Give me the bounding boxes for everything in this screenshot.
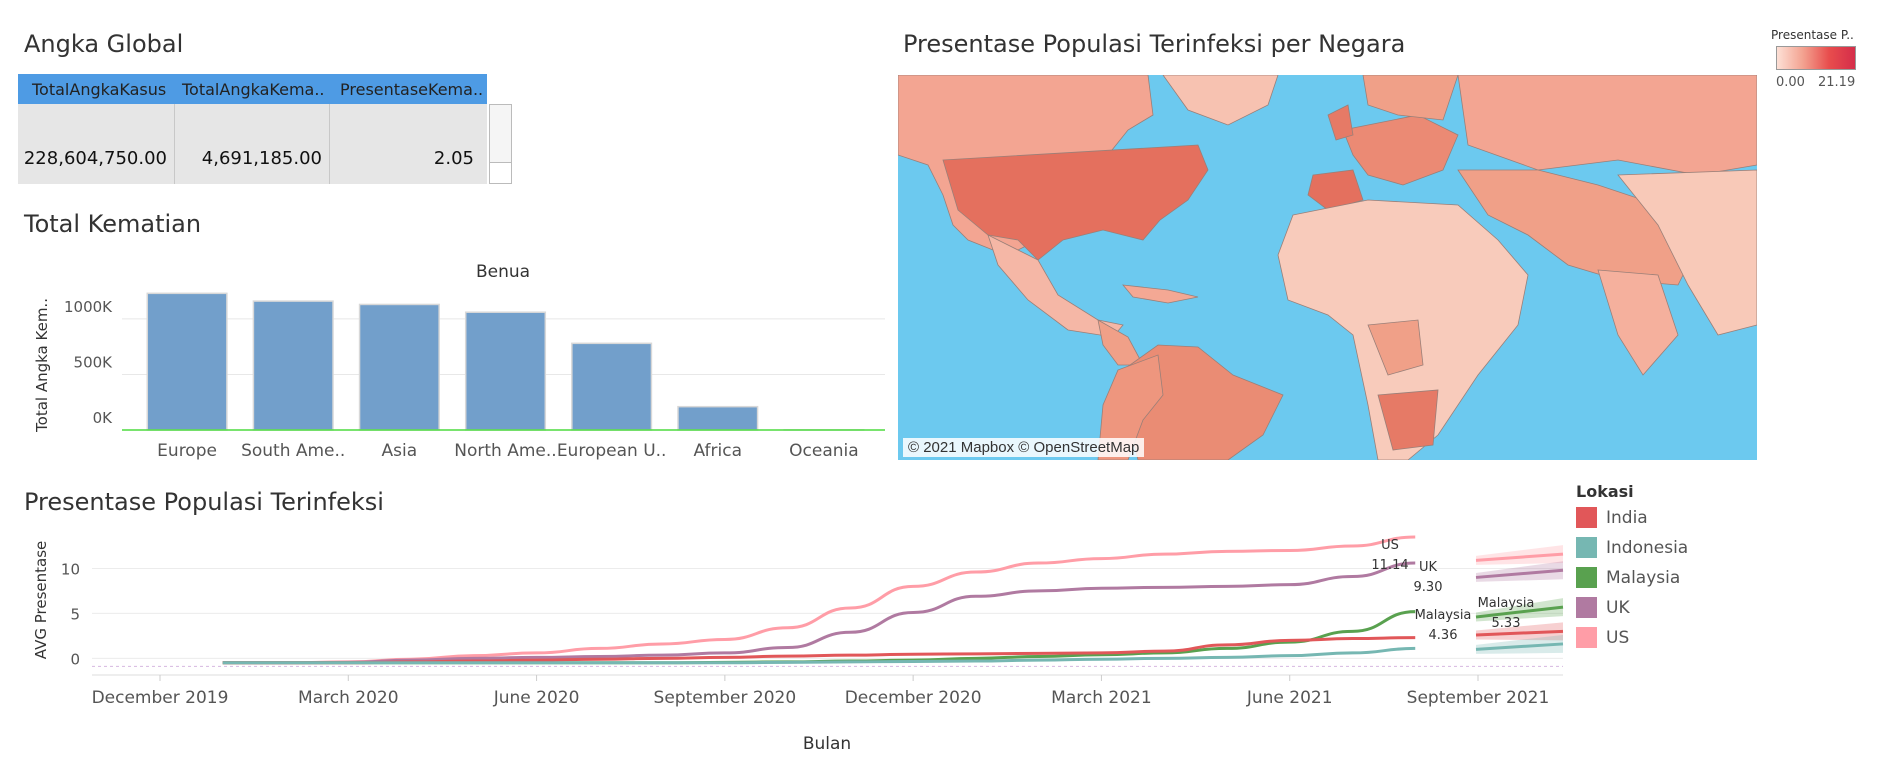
bar-chart: Benua Total Angka Kem.. 0K 500K 1000K Euro… [33,262,885,461]
annotation-value-malaysia: 5.33 [1492,616,1521,631]
series-line-uk[interactable] [222,561,1416,665]
line-x-tick-label: June 2021 [1246,688,1333,708]
map-region-southern-africa[interactable] [1377,389,1439,451]
map-region-central-europe[interactable] [1342,114,1459,186]
line-x-tick-label: September 2020 [654,688,797,708]
legend-swatch-indonesia [1576,537,1597,558]
kpi-value-death-percent: 2.05 [433,148,474,169]
bar-x-tick-label: European U.. [557,441,667,461]
kpi-scrollbar-thumb[interactable] [490,162,511,183]
forecast-line-us[interactable] [1475,552,1564,562]
legend-label-malaysia: Malaysia [1606,568,1681,588]
map-region-uk[interactable] [1327,104,1354,141]
kpi-value-total-cases: 228,604,750.00 [23,148,167,169]
line-chart-title: Presentase Populasi Terinfeksi [24,488,384,516]
bar-north-ame[interactable] [464,311,547,431]
map-region-greenland[interactable] [1162,75,1279,126]
series-line-indonesia[interactable] [222,646,1416,665]
bar-x-tick-label: Asia [382,441,418,461]
kpi-scrollbar[interactable] [489,104,512,184]
kpi-header-death-percent[interactable]: PresentaseKema.. [340,80,484,99]
bar-africa[interactable] [677,405,759,431]
location-legend-title: Lokasi [1576,482,1634,501]
bar-x-tick-label: Africa [694,441,743,461]
forecast-band-india [1476,622,1563,641]
kpi-cell-death-percent: 2.05 [330,104,486,184]
bar-y-tick-label: 500K [74,353,114,371]
kpi-table-header: TotalAngkaKasus TotalAngkaKema.. Present… [18,74,487,104]
map-legend-min: 0.00 [1776,75,1805,90]
bar-europe[interactable] [146,292,228,431]
map-region-asia[interactable] [1617,169,1757,336]
kpi-value-total-deaths: 4,691,185.00 [201,148,322,169]
bar-south-ame[interactable] [252,300,334,431]
bar-european-u[interactable] [571,342,653,431]
line-x-tick-label: December 2020 [845,688,982,708]
kpi-cell-total-deaths: 4,691,185.00 [175,104,330,184]
map-canvas[interactable] [898,75,1757,460]
legend-label-uk: UK [1606,598,1630,618]
legend-swatch-us [1576,627,1597,648]
map-legend-max: 21.19 [1818,75,1856,90]
forecast-line-india[interactable] [1475,629,1564,637]
line-y-tick-label: 0 [70,650,80,668]
bar-y-axis-label: Total Angka Kem.. [33,298,51,433]
map-region-central-africa[interactable] [1367,319,1424,376]
bar-x-tick-label: Europe [157,441,217,461]
line-y-tick-label: 10 [61,560,80,578]
bar-chart-title: Total Kematian [24,210,202,238]
kpi-cell-total-cases: 228,604,750.00 [18,104,175,184]
bar-y-tick-label: 1000K [64,298,113,316]
line-y-axis-label: AVG Presentase [32,541,50,659]
annotation-value-uk: 9.30 [1414,580,1443,595]
forecast-line-indonesia[interactable] [1475,642,1564,651]
map-region-scandinavia[interactable] [1362,75,1459,121]
bar-asia[interactable] [358,303,440,431]
map-region-mexico[interactable] [987,234,1124,338]
line-x-tick-label: March 2021 [1051,688,1152,708]
kpi-title: Angka Global [24,30,184,58]
choropleth-map[interactable]: © 2021 Mapbox © OpenStreetMap [898,75,1757,460]
map-region-india[interactable] [1597,269,1679,376]
bar-x-tick-label: North Ame.. [454,441,556,461]
map-region-russia[interactable] [1457,75,1757,176]
annotation-value-malaysia: 4.36 [1429,628,1458,643]
map-attribution[interactable]: © 2021 Mapbox © OpenStreetMap [903,438,1145,457]
bar-x-tick-label: South Ame.. [241,441,345,461]
bar-column-header: Benua [476,262,530,282]
line-x-axis-label: Bulan [803,734,851,754]
annotation-label-malaysia: Malaysia [1415,608,1472,623]
map-title: Presentase Populasi Terinfeksi per Negar… [903,30,1406,58]
line-chart: AVG Presentase Bulan 0 5 10 December 2019 M… [32,535,1564,754]
line-x-tick-label: June 2020 [493,688,580,708]
annotation-label-uk: UK [1419,560,1438,575]
line-x-tick-label: March 2020 [298,688,399,708]
map-region-caribbean[interactable] [1122,284,1199,304]
annotation-label-malaysia: Malaysia [1478,596,1535,611]
forecast-line-uk[interactable] [1475,568,1564,579]
annotation-label-us: US [1381,538,1399,553]
annotation-value-us: 11.14 [1371,558,1408,573]
legend-swatch-uk [1576,597,1597,618]
legend-label-indonesia: Indonesia [1606,538,1689,558]
bar-y-tick-label: 0K [93,409,114,427]
bar-x-tick-label: Oceania [789,441,859,461]
kpi-header-total-deaths[interactable]: TotalAngkaKema.. [182,80,325,99]
map-color-legend [1776,46,1856,70]
kpi-table-body: 228,604,750.00 4,691,185.00 2.05 [18,104,487,184]
legend-swatch-malaysia [1576,567,1597,588]
legend-swatch-india [1576,507,1597,528]
legend-label-india: India [1606,508,1648,528]
line-y-tick-label: 5 [70,605,80,623]
legend-label-us: US [1606,628,1630,648]
line-x-tick-label: September 2021 [1407,688,1550,708]
map-legend-title: Presentase P.. [1771,28,1854,42]
kpi-header-total-cases[interactable]: TotalAngkaKasus [32,80,167,99]
line-x-tick-label: December 2019 [92,688,229,708]
forecast-line-malaysia[interactable] [1475,605,1564,619]
